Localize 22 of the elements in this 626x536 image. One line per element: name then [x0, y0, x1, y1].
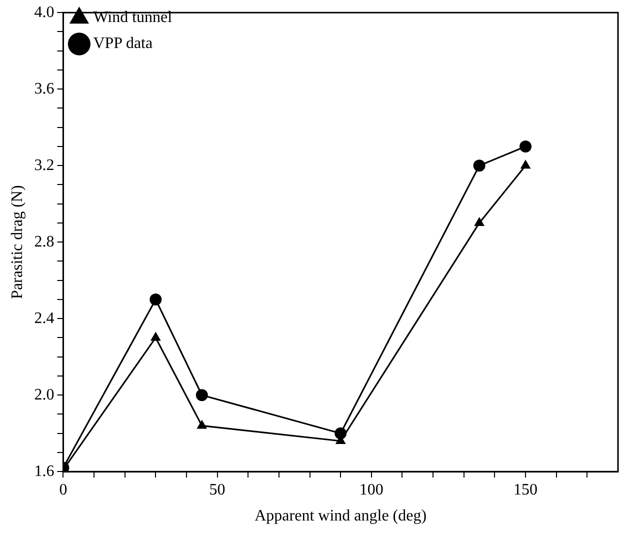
y-axis-title: Parasitic drag (N): [8, 185, 26, 299]
x-tick-label: 50: [209, 481, 226, 498]
y-tick-label: 4.0: [34, 4, 54, 21]
point: [150, 293, 162, 306]
x-tick-label: 150: [514, 481, 538, 498]
point: [473, 160, 486, 172]
point: [196, 389, 208, 402]
point: [474, 216, 484, 226]
legend-label: VPP data: [93, 35, 153, 52]
y-tick-label: 2.4: [34, 310, 54, 327]
y-tick-label: 1.6: [34, 462, 54, 480]
x-tick-label: 100: [359, 481, 384, 498]
x-tick-label: 0: [59, 481, 68, 498]
y-tick-label: 2.0: [34, 386, 54, 404]
y-tick-label: 3.2: [34, 156, 54, 174]
point: [150, 332, 161, 341]
point: [520, 160, 531, 169]
y-tick-label: 2.8: [34, 233, 54, 250]
y-tick-label: 3.6: [34, 80, 54, 98]
x-axis-title: Apparent wind angle (deg): [254, 508, 427, 525]
point: [196, 420, 208, 429]
point: [520, 140, 532, 152]
